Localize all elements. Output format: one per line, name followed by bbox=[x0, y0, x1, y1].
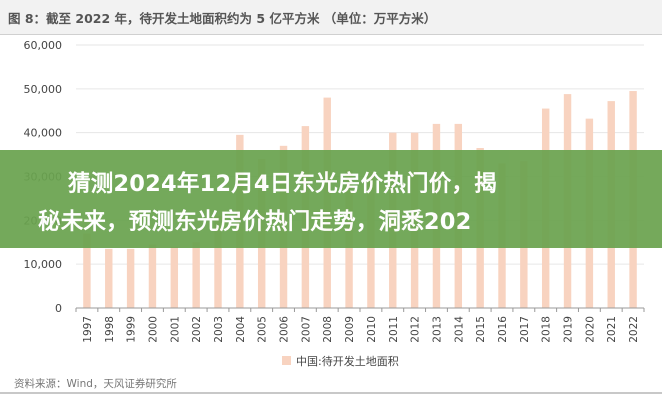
x-tick-label: 2004 bbox=[235, 316, 247, 343]
bar bbox=[105, 248, 113, 308]
x-tick-label: 2010 bbox=[366, 316, 378, 343]
x-tick-label: 2012 bbox=[410, 316, 422, 343]
x-tick-label: 1999 bbox=[126, 316, 138, 343]
headline-line-1: 猜测2024年12月4日东光房价热门价，揭 bbox=[68, 171, 497, 197]
headline-banner: 猜测2024年12月4日东光房价热门价，揭 秘未来，预测东光房价热门走势，洞悉2… bbox=[0, 150, 662, 248]
y-tick-label: 40,000 bbox=[24, 127, 63, 140]
y-tick-label: 0 bbox=[55, 302, 62, 315]
title-divider bbox=[0, 34, 662, 35]
legend-label: 中国:待开发土地面积 bbox=[296, 354, 399, 368]
figure-title-bar: 图 8：截至 2022 年，待开发土地面积约为 5 亿平方米 （单位：万平方米） bbox=[0, 0, 662, 34]
source-note: 资料来源：Wind，天风证券研究所 bbox=[14, 378, 177, 390]
y-tick-label: 50,000 bbox=[24, 83, 63, 96]
x-tick-label: 2007 bbox=[300, 316, 312, 343]
bar bbox=[83, 233, 91, 308]
x-tick-label: 1998 bbox=[104, 316, 116, 343]
legend-swatch bbox=[282, 356, 291, 365]
x-tick-label: 2002 bbox=[191, 316, 203, 343]
x-tick-label: 2009 bbox=[344, 316, 356, 343]
x-tick-label: 2021 bbox=[606, 316, 618, 343]
bar bbox=[148, 244, 157, 308]
x-tick-label: 2005 bbox=[257, 316, 269, 343]
x-tick-label: 2013 bbox=[431, 316, 443, 343]
bar bbox=[126, 248, 135, 308]
x-tick-label: 2016 bbox=[497, 316, 509, 343]
bottom-divider bbox=[0, 392, 662, 394]
x-tick-label: 2008 bbox=[322, 316, 334, 343]
x-tick-label: 2015 bbox=[475, 316, 487, 343]
x-tick-label: 2020 bbox=[584, 316, 596, 343]
x-tick-label: 2022 bbox=[628, 316, 640, 343]
x-tick-label: 1997 bbox=[82, 316, 94, 343]
figure-title: 图 8：截至 2022 年，待开发土地面积约为 5 亿平方米 （单位：万平方米） bbox=[8, 11, 437, 26]
bar bbox=[214, 215, 222, 308]
x-tick-label: 2018 bbox=[541, 316, 553, 343]
x-tick-label: 2003 bbox=[213, 316, 225, 343]
x-tick-label: 2019 bbox=[563, 316, 575, 343]
x-tick-label: 2000 bbox=[147, 316, 159, 343]
x-tick-label: 2001 bbox=[169, 316, 181, 343]
headline-line-2: 秘未来，预测东光房价热门走势，洞悉202 bbox=[38, 209, 472, 235]
x-tick-label: 2017 bbox=[519, 316, 531, 343]
x-tick-labels: 1997 1998 1999 2000 2001 2002 2003 2004 2005 2006… bbox=[75, 308, 645, 343]
y-tick-label: 10,000 bbox=[24, 258, 63, 271]
bar bbox=[170, 246, 179, 308]
x-tick-label: 2006 bbox=[279, 316, 291, 343]
y-tick-label: 60,000 bbox=[24, 39, 63, 52]
x-tick-label: 2014 bbox=[453, 316, 465, 343]
x-tick-label: 2011 bbox=[388, 316, 400, 343]
bar bbox=[192, 242, 200, 308]
legend: 中国:待开发土地面积 bbox=[282, 354, 399, 368]
